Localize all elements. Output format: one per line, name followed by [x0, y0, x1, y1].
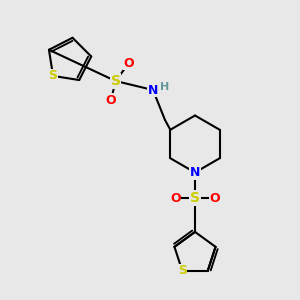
Text: O: O	[209, 191, 220, 205]
Text: S: S	[49, 69, 58, 82]
Text: H: H	[160, 82, 169, 92]
Text: S: S	[178, 265, 187, 278]
Text: N: N	[148, 83, 158, 97]
Text: S: S	[110, 74, 121, 88]
Text: O: O	[170, 191, 181, 205]
Text: O: O	[106, 94, 116, 107]
Text: N: N	[190, 166, 200, 179]
Text: O: O	[124, 56, 134, 70]
Text: S: S	[190, 191, 200, 205]
